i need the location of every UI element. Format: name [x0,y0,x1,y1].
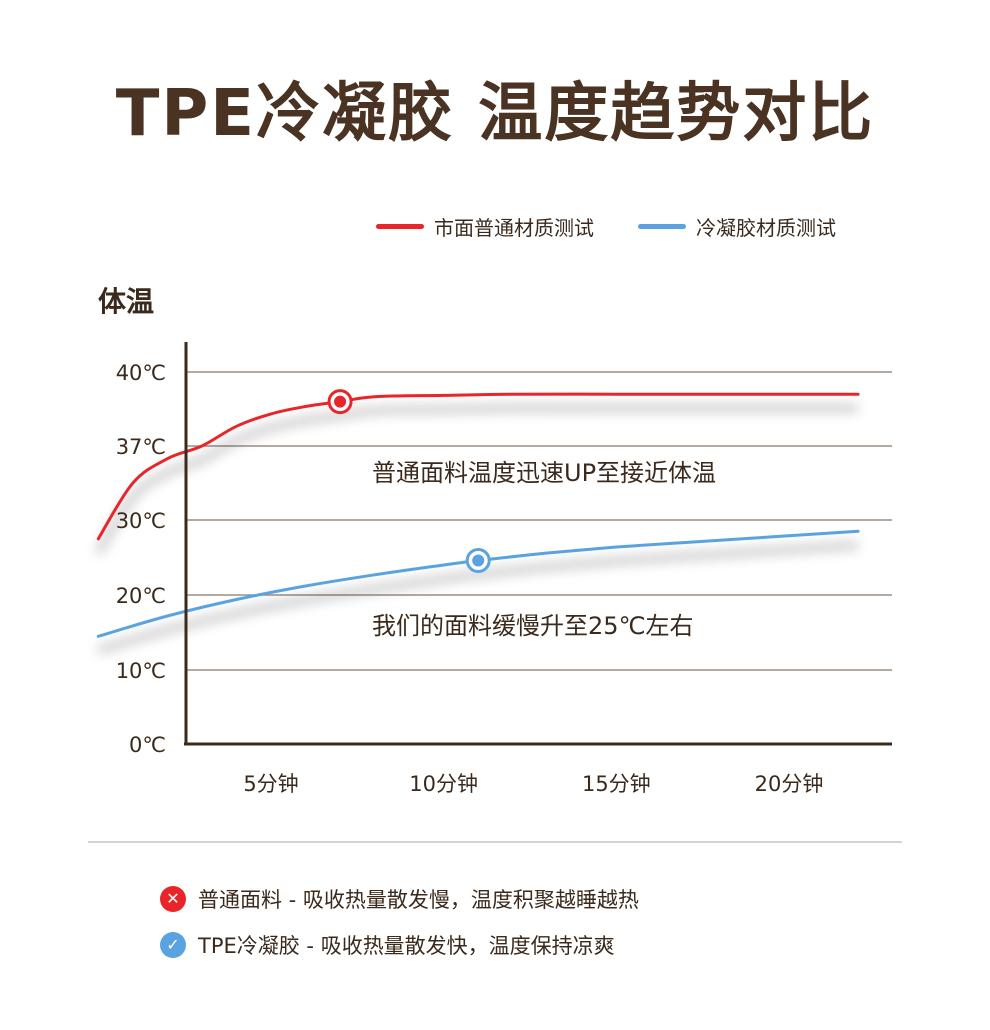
legend-label-red: 市面普通材质测试 [434,216,594,240]
comparison-notes: ✕ 普通面料 - 吸收热量散发慢，温度积聚越睡越热 ✓ TPE冷凝胶 - 吸收热… [160,884,639,976]
legend-item-red: 市面普通材质测试 [376,212,594,241]
y-tick-label: 10℃ [116,659,166,683]
note-tpe: ✓ TPE冷凝胶 - 吸收热量散发快，温度保持凉爽 [160,930,639,960]
page-title: TPE冷凝胶 温度趋势对比 [115,77,875,151]
cross-icon: ✕ [160,886,186,912]
legend-swatch-red [376,224,424,229]
series-shadow [95,405,859,555]
check-icon: ✓ [160,932,186,958]
annotation-blue: 我们的面料缓慢升至25℃左右 [372,612,694,640]
series-line-regular [96,392,860,541]
x-tick-label: 10分钟 [409,772,478,796]
x-tick-label: 20分钟 [755,772,824,796]
series-marker-dot [472,554,485,567]
y-tick-label: 37℃ [116,435,166,459]
x-tick-label: 5分钟 [243,772,298,796]
legend-item-blue: 冷凝胶材质测试 [638,212,836,241]
note-regular-text: 普通面料 - 吸收热量散发慢，温度积聚越睡越热 [198,888,639,912]
y-tick-label: 30℃ [116,509,166,533]
series-marker-dot [334,395,347,408]
chart-legend: 市面普通材质测试 冷凝胶材质测试 [376,212,880,241]
y-axis-label: 体温 [98,285,155,318]
legend-label-blue: 冷凝胶材质测试 [696,216,836,240]
annotation-red: 普通面料温度迅速UP至接近体温 [372,459,716,487]
note-regular: ✕ 普通面料 - 吸收热量散发慢，温度积聚越睡越热 [160,884,639,914]
x-tick-label: 15分钟 [582,772,651,796]
y-tick-label: 40℃ [116,361,166,385]
temperature-chart: 40℃ 37℃ 30℃ 20℃ 10℃ 0℃ 5分钟 10分钟 15分钟 20分钟 普通面料温度迅… [95,342,892,796]
divider [88,841,902,843]
note-tpe-text: TPE冷凝胶 - 吸收热量散发快，温度保持凉爽 [198,934,615,958]
y-tick-label: 20℃ [116,584,166,608]
legend-swatch-blue [638,224,686,229]
series-shadow [97,542,859,654]
y-tick-label: 0℃ [129,733,166,757]
